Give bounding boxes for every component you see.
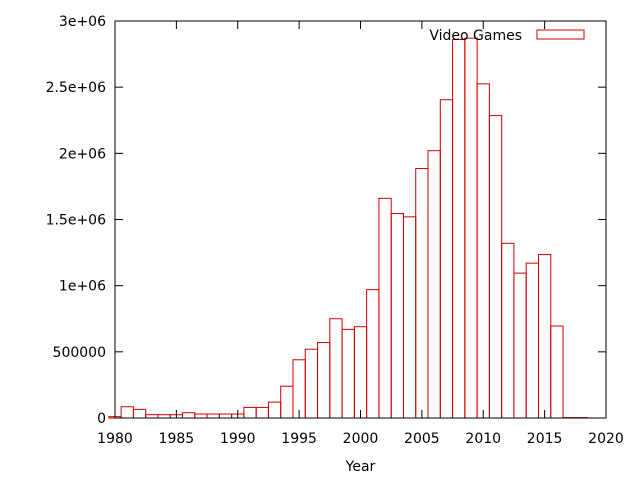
histogram-bar xyxy=(305,349,317,418)
y-tick-label: 2.5e+06 xyxy=(46,80,107,96)
histogram-bar xyxy=(342,329,354,418)
y-tick-label: 3e+06 xyxy=(59,14,106,30)
histogram-bar xyxy=(244,407,256,418)
histogram-bar xyxy=(219,414,231,418)
x-axis-label: Year xyxy=(345,459,376,475)
plot-frame xyxy=(115,21,606,418)
labels-layer: Year xyxy=(345,459,376,475)
histogram-bar xyxy=(440,100,452,418)
histogram-bar xyxy=(281,386,293,418)
histogram-bar xyxy=(465,38,477,418)
histogram-bar xyxy=(502,243,514,418)
y-tick-label: 2e+06 xyxy=(59,146,106,162)
legend-swatch xyxy=(537,30,584,39)
histogram-bar xyxy=(268,402,280,418)
histogram-bar xyxy=(514,273,526,418)
y-tick-label: 1e+06 xyxy=(59,279,106,295)
x-tick-label: 2000 xyxy=(343,431,379,447)
histogram-bar xyxy=(318,343,330,418)
x-tick-label: 1995 xyxy=(281,431,317,447)
y-tick-label: 1.5e+06 xyxy=(46,213,107,229)
y-tick-label: 500000 xyxy=(53,345,106,361)
histogram-bar xyxy=(195,414,207,418)
histogram-bar xyxy=(354,327,366,418)
histogram-bar xyxy=(526,263,538,418)
histogram-bar xyxy=(367,290,379,418)
histogram-bar xyxy=(416,169,428,418)
histogram-bar xyxy=(477,84,489,418)
histogram-bar xyxy=(133,409,145,418)
x-tick-label: 2015 xyxy=(527,431,563,447)
x-tick-label: 2020 xyxy=(588,431,624,447)
histogram-bar xyxy=(183,413,195,418)
legend: Video Games xyxy=(429,28,584,44)
histogram-bar xyxy=(207,414,219,418)
x-tick-label: 1985 xyxy=(159,431,195,447)
x-tick-label: 1990 xyxy=(220,431,256,447)
x-tick-label: 2005 xyxy=(404,431,440,447)
histogram-bar xyxy=(379,198,391,418)
histogram-bar xyxy=(256,407,268,418)
histogram-bar xyxy=(453,40,465,418)
ticks-layer: 0 500000 1e+06 1.5e+06 2e+06 2.5e+06 3e+06 1980… xyxy=(46,14,624,447)
histogram-bar xyxy=(391,214,403,418)
histogram-bar xyxy=(121,407,133,418)
histogram-bar xyxy=(489,116,501,418)
histogram-bar xyxy=(428,151,440,418)
histogram-bar xyxy=(403,217,415,418)
legend-label: Video Games xyxy=(429,28,522,44)
x-tick-label: 2010 xyxy=(465,431,501,447)
histogram-bar xyxy=(538,255,550,418)
x-tick-label: 1980 xyxy=(97,431,133,447)
histogram-bar xyxy=(293,360,305,418)
y-tick-label: 0 xyxy=(97,411,106,427)
histogram-bar xyxy=(551,326,563,418)
bars-layer xyxy=(109,38,588,418)
histogram-bar xyxy=(330,319,342,418)
